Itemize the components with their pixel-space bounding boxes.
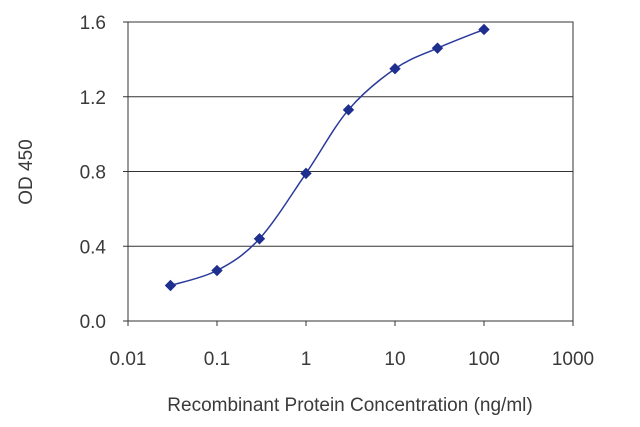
x-tick-label: 10 [384,349,405,370]
data-point [300,167,312,180]
y-tick-label: 0.8 [80,163,106,184]
x-tick-label: 100 [468,349,500,370]
data-point [164,279,177,292]
y-tick-label: 0.0 [80,312,106,333]
y-axis-ticks: 0.0 0.4 0.8 1.2 1.6 [80,13,128,333]
data-point [342,104,355,116]
y-tick-label: 0.4 [80,237,107,258]
y-axis-title: OD 450 [16,139,37,204]
x-tick-label: 0.01 [110,349,147,370]
x-tick-label: 0.1 [204,349,230,370]
y-tick-label: 1.2 [80,88,106,109]
x-tick-label: 1 [301,349,312,370]
data-point [211,264,223,277]
x-axis-ticks: 0.01 0.1 1 10 100 1000 [110,321,594,370]
y-tick-label: 1.6 [80,13,106,34]
gridlines [128,96,573,247]
x-axis-title: Recombinant Protein Concentration (ng/ml… [167,395,532,416]
series-line [170,28,485,287]
data-point [389,63,401,75]
data-point [253,233,266,245]
data-points [164,23,490,292]
x-tick-label: 1000 [552,349,594,370]
data-point [478,23,490,36]
data-point [431,42,444,54]
